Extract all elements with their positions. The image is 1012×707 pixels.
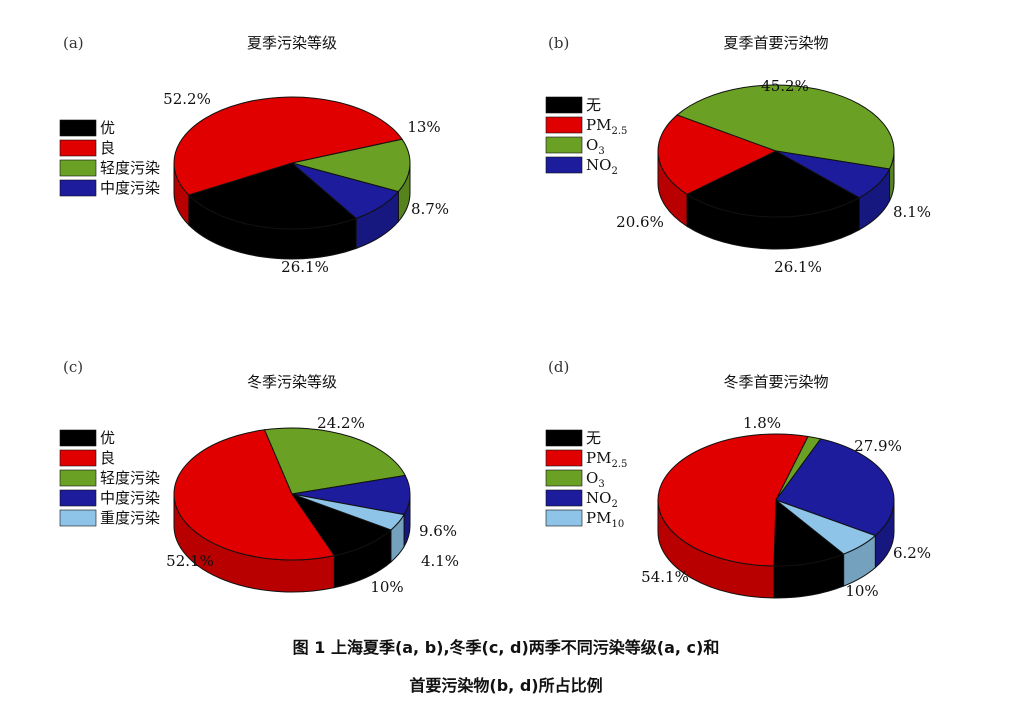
slice-value-label: 52.2%: [163, 90, 211, 108]
legend-swatch: [545, 116, 583, 134]
legend-swatch: [59, 489, 97, 507]
legend-label: 中度污染: [100, 489, 160, 507]
slice-value-label: 26.1%: [281, 258, 329, 276]
slice-value-label: 24.2%: [317, 414, 365, 432]
legend-label: NO2: [586, 156, 618, 177]
slice-value-label: 20.6%: [616, 213, 664, 231]
legend-label: 优: [100, 429, 115, 447]
legend-swatch: [545, 156, 583, 174]
pie-slice-2: [657, 433, 809, 567]
chart-title: 夏季污染等级: [247, 34, 337, 52]
legend-label: 良: [100, 139, 115, 157]
pie-slice-4: [775, 150, 891, 199]
slice-value-label: 54.1%: [641, 568, 689, 586]
slice-value-label: 27.9%: [854, 437, 902, 455]
legend-label: O3: [586, 469, 605, 490]
pie-slice-4: [291, 162, 400, 219]
legend-swatch: [545, 489, 583, 507]
legend-swatch: [545, 136, 583, 154]
pie-slice-3: [291, 138, 411, 193]
slice-value-label: 4.1%: [421, 552, 459, 570]
pie-slice-5: [291, 493, 405, 531]
slice-value-label: 8.7%: [411, 200, 449, 218]
legend-label: 重度污染: [100, 509, 160, 527]
legend-swatch: [545, 469, 583, 487]
slice-value-label: 8.1%: [893, 203, 931, 221]
slice-value-label: 26.1%: [774, 258, 822, 276]
chart-title: 冬季污染等级: [247, 373, 337, 391]
slice-value-label: 6.2%: [893, 544, 931, 562]
pie-slice-1: [187, 162, 358, 230]
legend-swatch: [59, 159, 97, 177]
legend-swatch: [545, 429, 583, 447]
panel-label: (c): [63, 358, 83, 376]
legend-swatch: [59, 509, 97, 527]
pie-slice-1: [290, 492, 392, 557]
pie-slice-2: [173, 429, 336, 561]
slice-value-label: 1.8%: [743, 414, 781, 432]
legend-swatch: [59, 139, 97, 157]
legend-label: 良: [100, 449, 115, 467]
panel-label: (b): [548, 34, 569, 52]
chart-title: 冬季首要污染物: [723, 373, 828, 391]
pie-slice-5: [775, 499, 877, 555]
legend-label: O3: [586, 136, 605, 157]
legend-swatch: [59, 119, 97, 137]
legend-swatch: [545, 96, 583, 114]
slice-value-label: 45.2%: [761, 77, 809, 95]
slice-value-label: 9.6%: [419, 522, 457, 540]
legend-label: 无: [586, 96, 601, 114]
pie-slice-3: [263, 427, 407, 495]
slice-value-label: 10%: [845, 582, 878, 600]
slice-value-label: 13%: [407, 118, 440, 136]
legend-label: 优: [100, 119, 115, 137]
legend-label: NO2: [586, 489, 618, 510]
legend-swatch: [59, 429, 97, 447]
legend-label: 无: [586, 429, 601, 447]
legend-swatch: [59, 469, 97, 487]
legend-label: 中度污染: [100, 179, 160, 197]
slice-value-label: 10%: [370, 578, 403, 596]
pie-slice-2: [173, 96, 403, 196]
chart-title: 夏季首要污染物: [723, 34, 828, 52]
legend-label: PM2.5: [586, 449, 627, 470]
panel-label: (a): [63, 34, 84, 52]
pie-slice-1: [773, 498, 845, 567]
legend-label: 轻度污染: [100, 469, 160, 487]
panel-label: (d): [548, 358, 569, 376]
legend-label: 轻度污染: [100, 159, 160, 177]
legend-swatch: [59, 449, 97, 467]
legend-label: PM10: [586, 509, 624, 530]
figure-caption-line-1: 图 1 上海夏季(a, b),冬季(c, d)两季不同污染等级(a, c)和: [292, 638, 720, 657]
pie-slice-1: [685, 150, 861, 218]
slice-value-label: 52.1%: [166, 552, 214, 570]
legend-swatch: [545, 509, 583, 527]
pie-slice-3: [676, 84, 895, 170]
pie-slice-4: [775, 438, 895, 537]
figure-caption-line-2: 首要污染物(b, d)所占比例: [409, 676, 603, 695]
legend-swatch: [59, 179, 97, 197]
pie-slice-2: [657, 114, 778, 195]
legend-swatch: [545, 449, 583, 467]
legend-label: PM2.5: [586, 116, 627, 137]
